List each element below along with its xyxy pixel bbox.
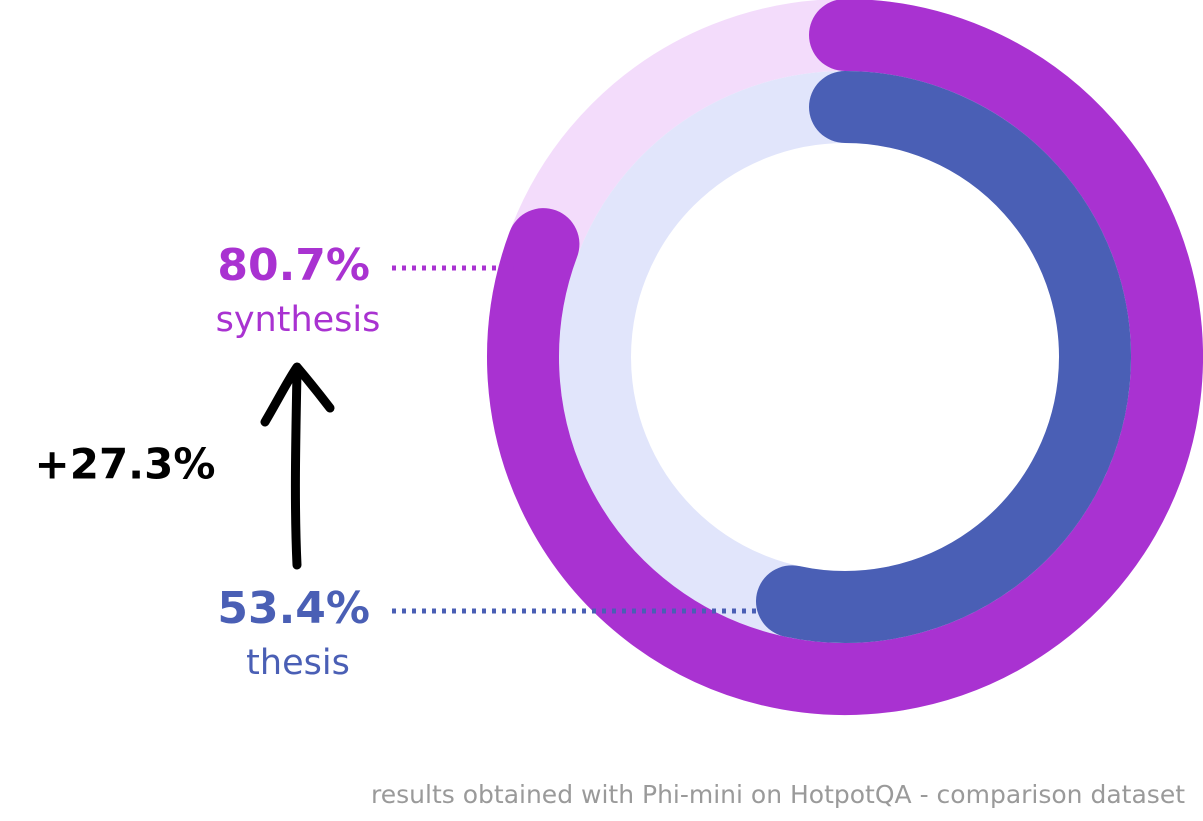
radial-bar [487,0,1203,715]
series-name: synthesis [216,300,381,340]
value-label: 80.7% [217,240,370,291]
annotation: +27.3% [35,440,216,489]
series-name: thesis [246,643,350,683]
radial-bar [755,71,1131,643]
arrow [260,362,335,570]
value-label: 53.4% [217,583,370,634]
footnote: results obtained with Phi-mini on Hotpot… [371,780,1185,809]
